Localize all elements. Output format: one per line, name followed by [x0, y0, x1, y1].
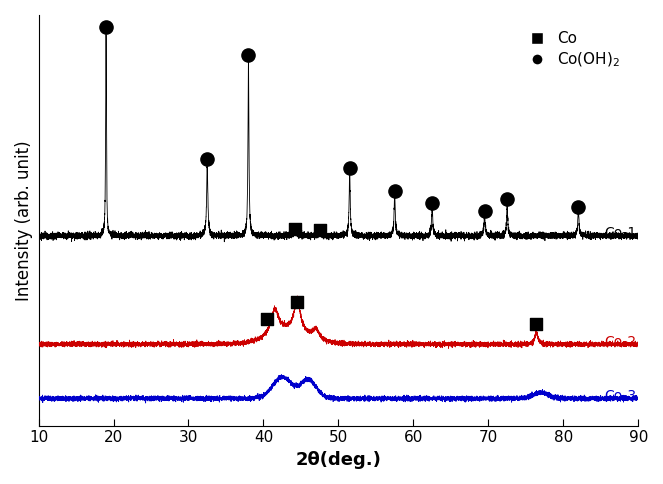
Point: [292, 298, 302, 305]
Point: [502, 195, 512, 203]
Point: [531, 320, 542, 328]
Text: Co-2: Co-2: [605, 335, 636, 349]
Point: [243, 51, 254, 59]
X-axis label: 2θ(deg.): 2θ(deg.): [296, 451, 381, 469]
Point: [573, 203, 583, 211]
Point: [101, 23, 111, 30]
Point: [262, 315, 272, 323]
Point: [479, 207, 490, 214]
Legend: Co, Co(OH)$_2$: Co, Co(OH)$_2$: [517, 27, 625, 74]
Point: [202, 155, 213, 163]
Text: Co-3: Co-3: [605, 389, 636, 403]
Point: [290, 225, 300, 233]
Point: [427, 199, 438, 207]
Y-axis label: Intensity (arb. unit): Intensity (arb. unit): [15, 140, 33, 301]
Point: [344, 164, 355, 171]
Text: Co-1: Co-1: [605, 226, 637, 240]
Point: [389, 187, 400, 195]
Point: [314, 226, 325, 234]
